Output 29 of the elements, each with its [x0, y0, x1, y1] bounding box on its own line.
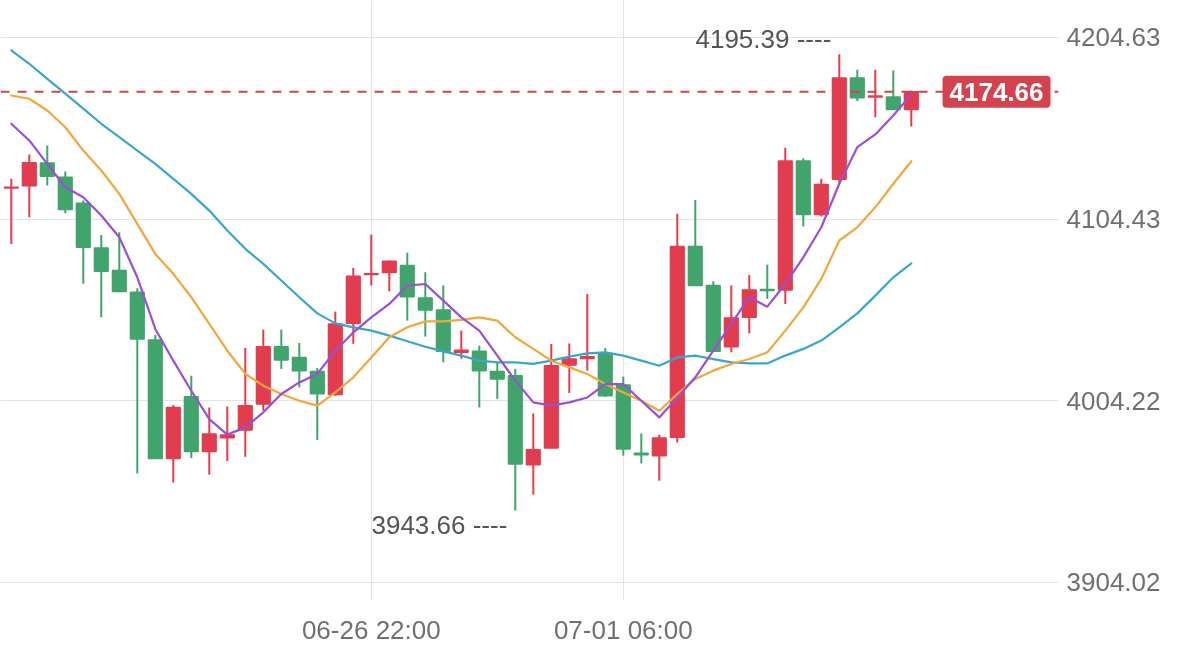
- candlestick: [417, 271, 433, 338]
- candlestick: [561, 342, 577, 394]
- candlestick: [273, 328, 289, 371]
- candlestick: [3, 177, 19, 245]
- x-tick-label: 07-01 06:00: [553, 614, 693, 645]
- candlestick: [489, 361, 505, 400]
- candlestick: [651, 433, 667, 482]
- candlestick: [867, 68, 883, 119]
- candlestick: [111, 231, 127, 294]
- x-tick-label: 06-26 22:00: [301, 614, 441, 645]
- annotation: 3943.66 ----: [371, 510, 508, 541]
- candlestick: [93, 233, 109, 319]
- candlestick: [309, 366, 325, 441]
- y-tick-label: 4104.43: [1066, 204, 1161, 235]
- candlestick: [633, 432, 649, 465]
- annotation: 4195.39 ----: [695, 24, 832, 55]
- candlestick: [453, 329, 469, 360]
- y-tick-label: 3904.02: [1066, 567, 1161, 598]
- candlestick: [885, 69, 901, 111]
- candlestick: [21, 153, 37, 219]
- y-tick-label: 4004.22: [1066, 385, 1161, 416]
- candlestick: [579, 292, 595, 372]
- y-tick-label: 4204.63: [1066, 22, 1161, 53]
- candlestick: [291, 341, 307, 389]
- ref-line-label: 4174.66: [949, 76, 1044, 107]
- candlestick: [201, 406, 217, 476]
- candlestick: [525, 412, 541, 496]
- candlestick: [849, 68, 865, 103]
- candlestick: [381, 259, 397, 293]
